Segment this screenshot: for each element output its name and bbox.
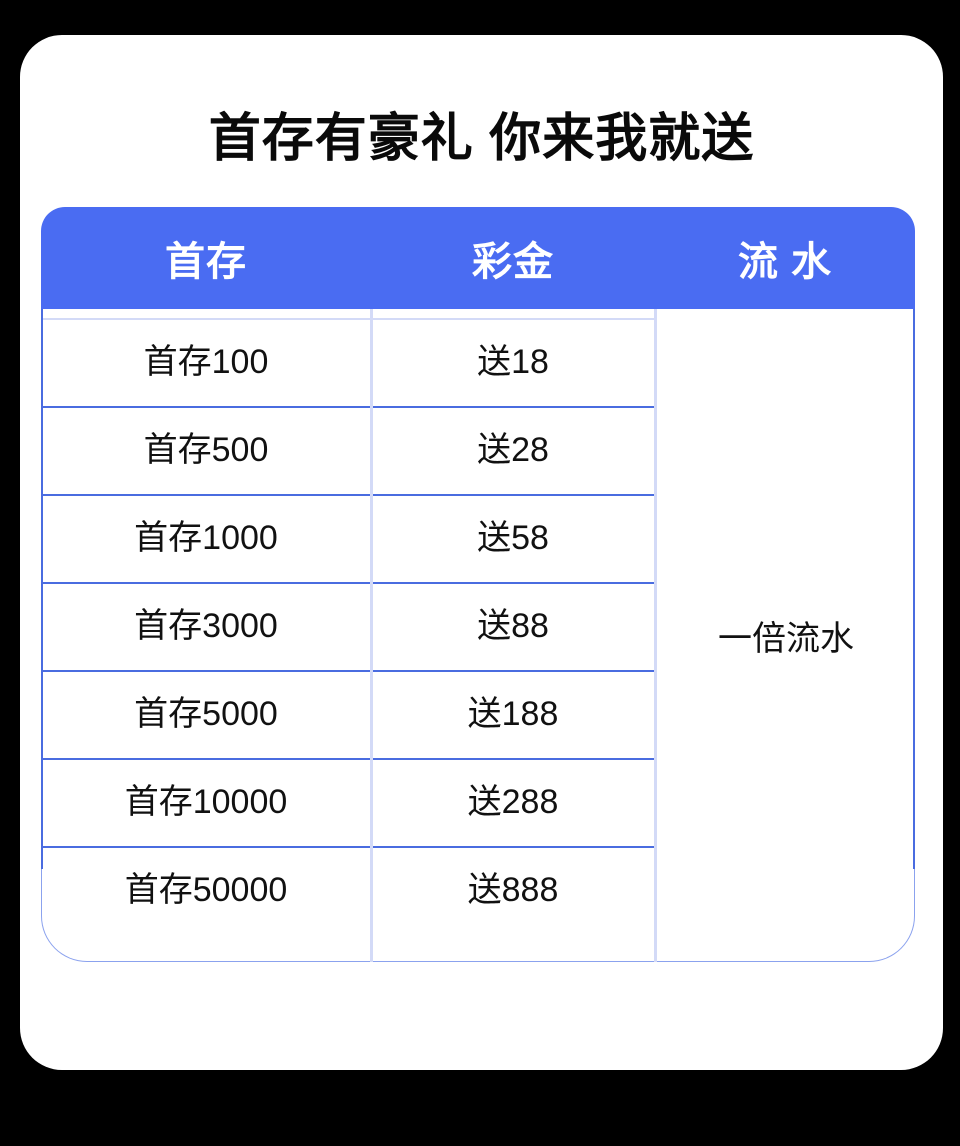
cell-bonus: 送288 [467,783,559,821]
cell-bonus: 送88 [477,607,549,645]
table-left-border [41,309,43,869]
table-row: 首存500 送28 [41,406,655,494]
page-title: 首存有豪礼 你来我就送 [208,110,755,168]
cell-bonus: 送188 [467,695,559,733]
table-row: 首存5000 送188 [41,670,655,758]
table-body-outline [41,307,915,962]
row-separator [41,670,657,672]
table-row: 首存10000 送288 [41,758,655,846]
cell-bonus: 送888 [467,871,559,909]
cell-bonus: 送28 [477,431,549,469]
row-separator [41,846,657,848]
promo-card: 首存有豪礼 你来我就送 首存 彩金 流 水 首存100 送18 首存500 送28 首存… [20,35,943,1070]
cell-deposit: 首存50000 [124,871,288,909]
table-row: 首存1000 送58 [41,494,655,582]
row-separator [41,406,657,408]
column-divider-2 [654,309,657,962]
table-row: 首存50000 送888 [41,846,655,934]
cell-bonus: 送18 [477,343,549,381]
table-header-deposit: 首存 [165,240,247,284]
column-divider-1 [370,309,373,962]
table-header-bonus: 彩金 [472,240,554,284]
cell-deposit: 首存100 [143,343,269,381]
row-separator [41,582,657,584]
cell-deposit: 首存3000 [134,607,278,645]
row-separator-top [41,318,657,320]
table-header-wager: 流 水 [737,240,833,284]
table-row: 首存3000 送88 [41,582,655,670]
cell-deposit: 首存10000 [124,783,288,821]
cell-deposit: 首存1000 [134,519,278,557]
deposit-bonus-table: 首存 彩金 流 水 首存100 送18 首存500 送28 首存1000 送58 首存300… [41,207,915,962]
table-header-row: 首存 彩金 流 水 [41,207,915,309]
table-row: 首存100 送18 [41,318,655,406]
cell-deposit: 首存5000 [134,695,278,733]
wager-requirement-cell: 一倍流水 [718,620,854,658]
cell-deposit: 首存500 [143,431,269,469]
row-separator [41,494,657,496]
table-right-border [913,309,915,869]
row-separator [41,758,657,760]
cell-bonus: 送58 [477,519,549,557]
table-body: 首存100 送18 首存500 送28 首存1000 送58 首存3000 送88 首存5000… [41,309,915,962]
